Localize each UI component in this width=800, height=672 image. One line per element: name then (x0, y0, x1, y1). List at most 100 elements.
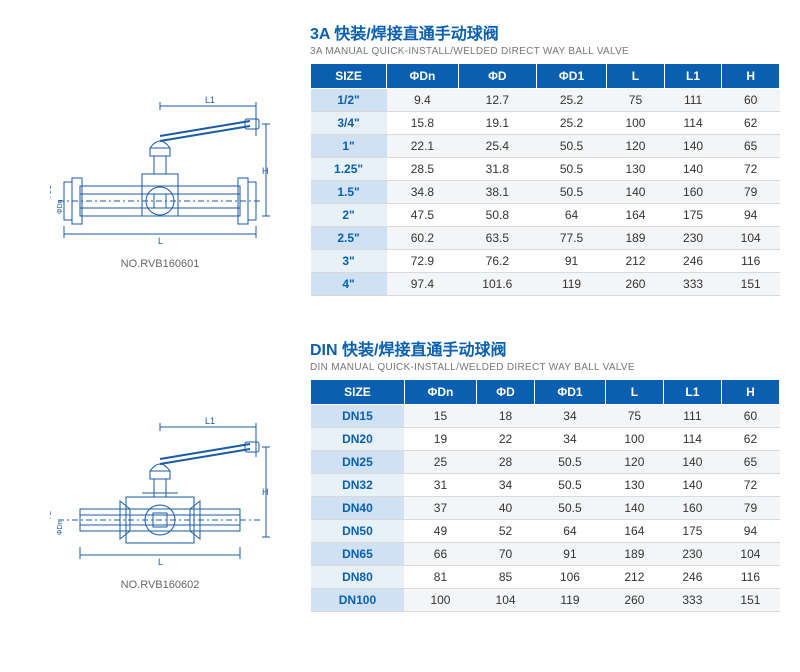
data-cell: 140 (605, 497, 663, 520)
data-cell: 50.5 (535, 451, 606, 474)
valve-diagram-3a: L1 H L ΦD1 ΦDn (50, 86, 270, 246)
data-cell: 91 (536, 250, 606, 273)
col-header: ΦD1 (536, 64, 606, 89)
size-cell: 1.5" (311, 181, 387, 204)
part-number-2: NO.RVB160602 (121, 579, 200, 591)
data-cell: 64 (535, 520, 606, 543)
data-cell: 50.5 (536, 135, 606, 158)
data-cell: 81 (404, 566, 476, 589)
data-cell: 212 (607, 250, 665, 273)
data-cell: 140 (607, 181, 665, 204)
table-row: DN32313450.513014072 (311, 474, 780, 497)
data-cell: 34 (535, 405, 606, 428)
data-cell: 25.2 (536, 112, 606, 135)
data-cell: 62 (721, 428, 779, 451)
col-header: ΦD1 (535, 380, 606, 405)
data-cell: 72 (721, 474, 779, 497)
table-row: 1"22.125.450.512014065 (311, 135, 780, 158)
diagram-column-2: L1 H L ΦD ΦDn NO.RVB160602 (10, 336, 310, 612)
data-cell: 189 (607, 227, 665, 250)
table-row: DN40374050.514016079 (311, 497, 780, 520)
data-cell: 19.1 (458, 112, 536, 135)
data-cell: 49 (404, 520, 476, 543)
data-cell: 140 (663, 451, 721, 474)
data-cell: 79 (722, 181, 780, 204)
data-cell: 31.8 (458, 158, 536, 181)
col-header: ΦD (477, 380, 535, 405)
data-cell: 104 (721, 543, 779, 566)
data-cell: 60 (721, 405, 779, 428)
data-cell: 75 (605, 405, 663, 428)
data-cell: 100 (605, 428, 663, 451)
section-din: L1 H L ΦD ΦDn NO.RVB160602 DIN 快装/焊接直通手动… (10, 336, 780, 612)
col-header: L (607, 64, 665, 89)
col-header: L (605, 380, 663, 405)
data-cell: 22.1 (387, 135, 459, 158)
size-cell: DN15 (311, 405, 405, 428)
svg-text:ΦDn: ΦDn (57, 199, 64, 214)
data-cell: 120 (607, 135, 665, 158)
svg-text:L: L (158, 557, 163, 567)
title-cn-1: 3A 快装/焊接直通手动球阀 (310, 20, 780, 44)
data-cell: 60.2 (387, 227, 459, 250)
size-cell: 3" (311, 250, 387, 273)
size-cell: 3/4" (311, 112, 387, 135)
data-cell: 22 (477, 428, 535, 451)
data-cell: 160 (663, 497, 721, 520)
data-cell: 120 (605, 451, 663, 474)
data-cell: 38.1 (458, 181, 536, 204)
data-cell: 9.4 (387, 89, 459, 112)
size-cell: 2.5" (311, 227, 387, 250)
part-number-1: NO.RVB160601 (121, 258, 200, 270)
data-cell: 28 (477, 451, 535, 474)
col-header: ΦDn (404, 380, 476, 405)
data-cell: 34.8 (387, 181, 459, 204)
table-column-2: DIN 快装/焊接直通手动球阀 DIN MANUAL QUICK-INSTALL… (310, 336, 780, 612)
data-cell: 140 (664, 135, 722, 158)
data-cell: 37 (404, 497, 476, 520)
data-cell: 104 (477, 589, 535, 612)
data-cell: 333 (664, 273, 722, 296)
data-cell: 60 (722, 89, 780, 112)
data-cell: 25 (404, 451, 476, 474)
size-cell: 4" (311, 273, 387, 296)
title-en-1: 3A MANUAL QUICK-INSTALL/WELDED DIRECT WA… (310, 46, 780, 57)
data-cell: 111 (664, 89, 722, 112)
data-cell: 175 (664, 204, 722, 227)
table-row: DN2019223410011462 (311, 428, 780, 451)
col-header: L1 (663, 380, 721, 405)
data-cell: 246 (664, 250, 722, 273)
size-cell: DN40 (311, 497, 405, 520)
data-cell: 130 (607, 158, 665, 181)
data-cell: 100 (404, 589, 476, 612)
table-row: 1/2"9.412.725.27511160 (311, 89, 780, 112)
data-cell: 160 (664, 181, 722, 204)
data-cell: 140 (663, 474, 721, 497)
data-cell: 79 (721, 497, 779, 520)
data-cell: 50.5 (535, 474, 606, 497)
data-cell: 114 (664, 112, 722, 135)
data-cell: 100 (607, 112, 665, 135)
data-cell: 333 (663, 589, 721, 612)
section-3a: L1 H L ΦD1 ΦDn NO.RVB160601 3A 快装/焊接直通手动… (10, 20, 780, 296)
title-en-2: DIN MANUAL QUICK-INSTALL/WELDED DIRECT W… (310, 362, 780, 373)
diagram-column-1: L1 H L ΦD1 ΦDn NO.RVB160601 (10, 20, 310, 296)
data-cell: 25.4 (458, 135, 536, 158)
col-header: ΦDn (387, 64, 459, 89)
data-cell: 116 (722, 250, 780, 273)
size-cell: 1" (311, 135, 387, 158)
table-row: 1.5"34.838.150.514016079 (311, 181, 780, 204)
data-cell: 34 (477, 474, 535, 497)
data-cell: 94 (721, 520, 779, 543)
col-header: H (721, 380, 779, 405)
data-cell: 164 (607, 204, 665, 227)
data-cell: 77.5 (536, 227, 606, 250)
table-row: 1.25"28.531.850.513014072 (311, 158, 780, 181)
data-cell: 111 (663, 405, 721, 428)
data-cell: 50.5 (536, 181, 606, 204)
size-cell: DN80 (311, 566, 405, 589)
data-cell: 70 (477, 543, 535, 566)
data-cell: 50.5 (535, 497, 606, 520)
col-header: H (722, 64, 780, 89)
data-cell: 40 (477, 497, 535, 520)
